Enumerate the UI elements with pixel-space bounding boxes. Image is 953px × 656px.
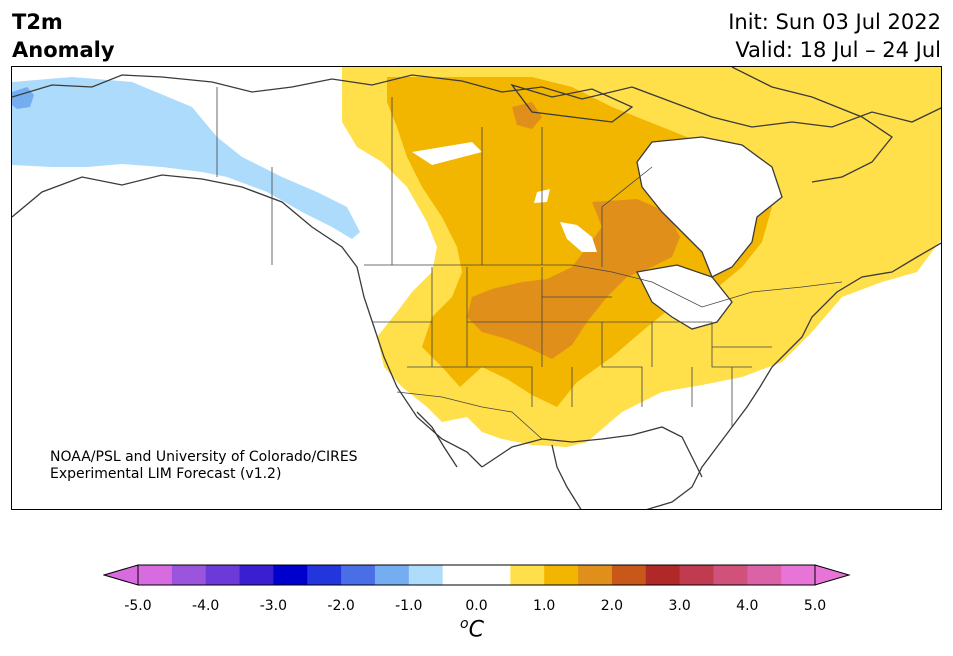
colorbar-segment bbox=[578, 565, 613, 585]
alaska-south-coast bbox=[12, 174, 483, 468]
forecast-dates: Init: Sun 03 Jul 2022 Valid: 18 Jul – 24… bbox=[728, 8, 941, 64]
colorbar-tick-label: -3.0 bbox=[259, 598, 288, 614]
degree-sup: o bbox=[460, 616, 469, 632]
colorbar bbox=[103, 564, 851, 586]
map-title: T2m Anomaly bbox=[12, 8, 115, 64]
greenland-coast bbox=[731, 67, 893, 183]
anomaly-map: NOAA/PSL and University of Colorado/CIRE… bbox=[11, 66, 942, 510]
arctic-islands bbox=[510, 83, 634, 123]
baja-coast bbox=[416, 411, 458, 468]
colorbar-segment bbox=[747, 565, 782, 585]
us-mexico-border bbox=[396, 391, 543, 440]
colorbar-segment bbox=[171, 565, 207, 585]
mexico-coast bbox=[551, 444, 582, 509]
colorbar-segment bbox=[205, 565, 241, 585]
colorbar-tick-label: -2.0 bbox=[327, 598, 355, 614]
anomaly-fill-warm-3-north bbox=[512, 102, 542, 129]
colorbar-tick-label: -4.0 bbox=[192, 598, 220, 614]
colorbar-segment bbox=[138, 565, 173, 585]
colorbar-segment bbox=[341, 565, 376, 585]
colorbar-segment bbox=[713, 565, 748, 585]
colorbar-high-extend bbox=[814, 564, 851, 586]
colorbar-ticks: -5.0 -4.0 -3.0 -2.0 -1.0 0.0 1.0 2.0 3.0 4.0 5.0 bbox=[0, 598, 953, 618]
init-date: Init: Sun 03 Jul 2022 bbox=[728, 10, 941, 34]
colorbar-segment bbox=[781, 565, 816, 585]
state-borders-west bbox=[372, 267, 543, 407]
anomaly-fill-cool-1 bbox=[12, 77, 360, 239]
us-canada-border bbox=[364, 264, 843, 308]
lake-patch-2 bbox=[412, 142, 482, 165]
state-borders-central bbox=[541, 267, 653, 407]
colorbar-segments bbox=[138, 565, 816, 585]
colorbar-segment bbox=[510, 565, 545, 585]
great-lakes bbox=[637, 265, 732, 329]
colorbar-tick-label: 2.0 bbox=[600, 598, 624, 614]
anomaly-fill-warm-3 bbox=[467, 199, 680, 359]
colorbar-segment bbox=[611, 565, 647, 585]
title-line-2: Anomaly bbox=[12, 38, 115, 62]
hudson-bay bbox=[637, 137, 782, 277]
colorbar-tick-label: 1.0 bbox=[533, 598, 556, 614]
colorbar-tick-label: -5.0 bbox=[124, 598, 152, 614]
lake-patch bbox=[560, 222, 597, 252]
colorbar-segment bbox=[408, 565, 444, 585]
colorbar-tick-label: 5.0 bbox=[803, 598, 827, 614]
state-borders-east bbox=[652, 321, 772, 427]
coastlines bbox=[12, 67, 941, 509]
colorbar-tick-label: 3.0 bbox=[668, 598, 691, 614]
colorbar-tick-label: -1.0 bbox=[395, 598, 423, 614]
credit-line-2: Experimental LIM Forecast (v1.2) bbox=[50, 466, 282, 482]
colorbar-frame bbox=[137, 564, 816, 586]
province-borders bbox=[271, 97, 653, 267]
colorbar-segment bbox=[476, 565, 511, 585]
east-coast bbox=[646, 242, 941, 509]
credit-text: NOAA/PSL and University of Colorado/CIRE… bbox=[50, 449, 358, 483]
map-canvas bbox=[12, 67, 941, 509]
colorbar-segment bbox=[679, 565, 714, 585]
great-lakes-outline bbox=[636, 264, 733, 330]
unit-letter: C bbox=[468, 617, 484, 643]
colorbar-tick-label: 4.0 bbox=[736, 598, 759, 614]
colorbar-segment bbox=[544, 565, 579, 585]
political-borders bbox=[216, 87, 843, 440]
colorbar-segment bbox=[442, 565, 477, 585]
colorbar-unit: oC bbox=[460, 616, 484, 642]
colorbar-segment bbox=[374, 565, 410, 585]
colorbar-tick-label: 0.0 bbox=[465, 598, 488, 614]
gulf-coast bbox=[481, 426, 703, 478]
hudson-bay-coast bbox=[636, 136, 783, 278]
north-coast bbox=[12, 74, 941, 128]
colorbar-segment bbox=[273, 565, 308, 585]
colorbar-segment bbox=[307, 565, 342, 585]
colorbar-segment bbox=[645, 565, 681, 585]
colorbar-low-extend bbox=[103, 564, 139, 586]
title-line-1: T2m bbox=[12, 10, 63, 34]
valid-dates: Valid: 18 Jul – 24 Jul bbox=[735, 38, 941, 62]
colorbar-segment bbox=[239, 565, 274, 585]
credit-line-1: NOAA/PSL and University of Colorado/CIRE… bbox=[50, 449, 358, 465]
